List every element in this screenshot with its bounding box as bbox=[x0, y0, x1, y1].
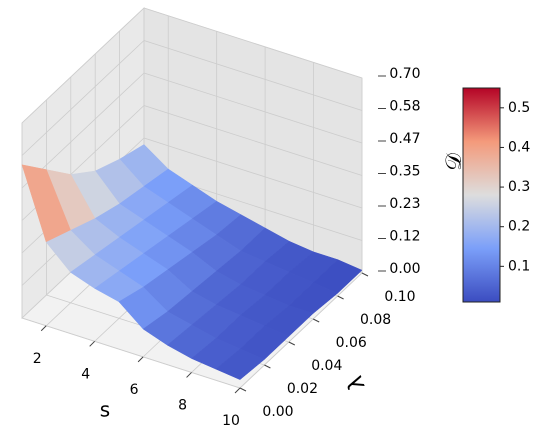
y-axis-label: λ bbox=[343, 372, 371, 393]
y-tick bbox=[337, 295, 344, 300]
colorbar-tick-label: 0.1 bbox=[508, 258, 530, 274]
grid-line bbox=[143, 7, 363, 79]
colorbar-tick-label: 0.4 bbox=[508, 139, 530, 155]
grid-line bbox=[143, 137, 363, 209]
y-tick bbox=[239, 387, 247, 392]
y-tick bbox=[361, 272, 369, 277]
x-tick bbox=[234, 387, 241, 394]
grid-line bbox=[143, 40, 363, 111]
x-tick bbox=[89, 340, 96, 347]
z-tick-label: 0.47 bbox=[389, 131, 420, 147]
grid-line bbox=[143, 72, 363, 144]
colorbar-tick-label: 0.5 bbox=[508, 100, 530, 116]
z-tick-label: 0.70 bbox=[389, 66, 420, 82]
y-tick-label: 0.00 bbox=[262, 404, 293, 420]
z-tick-label: 0.00 bbox=[389, 261, 420, 277]
y-tick bbox=[312, 318, 320, 323]
grid-line bbox=[21, 317, 241, 389]
grid-line bbox=[239, 272, 363, 389]
z-tick-label: 0.23 bbox=[389, 196, 420, 212]
x-tick-label: 8 bbox=[178, 397, 187, 413]
grid-line bbox=[21, 40, 145, 156]
grid-line bbox=[21, 7, 145, 124]
x-tick-label: 4 bbox=[81, 366, 90, 382]
x-tick bbox=[40, 325, 47, 332]
y-tick-label: 0.08 bbox=[360, 312, 391, 328]
colorbar bbox=[462, 87, 501, 303]
y-tick bbox=[264, 364, 271, 369]
grid-line bbox=[143, 105, 363, 176]
z-tick-label: 0.35 bbox=[389, 164, 420, 180]
x-tick-label: 6 bbox=[130, 382, 139, 398]
z-axis-label: 𝒟 bbox=[442, 153, 467, 171]
colorbar-tick-label: 0.2 bbox=[508, 219, 530, 235]
y-tick-label: 0.06 bbox=[336, 335, 367, 351]
x-tick-label: 2 bbox=[33, 351, 42, 367]
x-tick bbox=[186, 372, 192, 378]
x-tick bbox=[137, 356, 144, 363]
x-tick-label: 10 bbox=[222, 413, 240, 429]
y-tick-label: 0.02 bbox=[287, 381, 318, 397]
surface-patch bbox=[215, 348, 265, 380]
z-tick-label: 0.58 bbox=[389, 99, 420, 115]
y-tick-label: 0.04 bbox=[311, 358, 342, 374]
colorbar-tick-label: 0.3 bbox=[508, 179, 530, 195]
z-tick-label: 0.12 bbox=[389, 228, 420, 244]
x-axis-label: s bbox=[100, 398, 110, 422]
y-tick-label: 0.10 bbox=[384, 289, 415, 305]
y-tick bbox=[288, 341, 296, 346]
